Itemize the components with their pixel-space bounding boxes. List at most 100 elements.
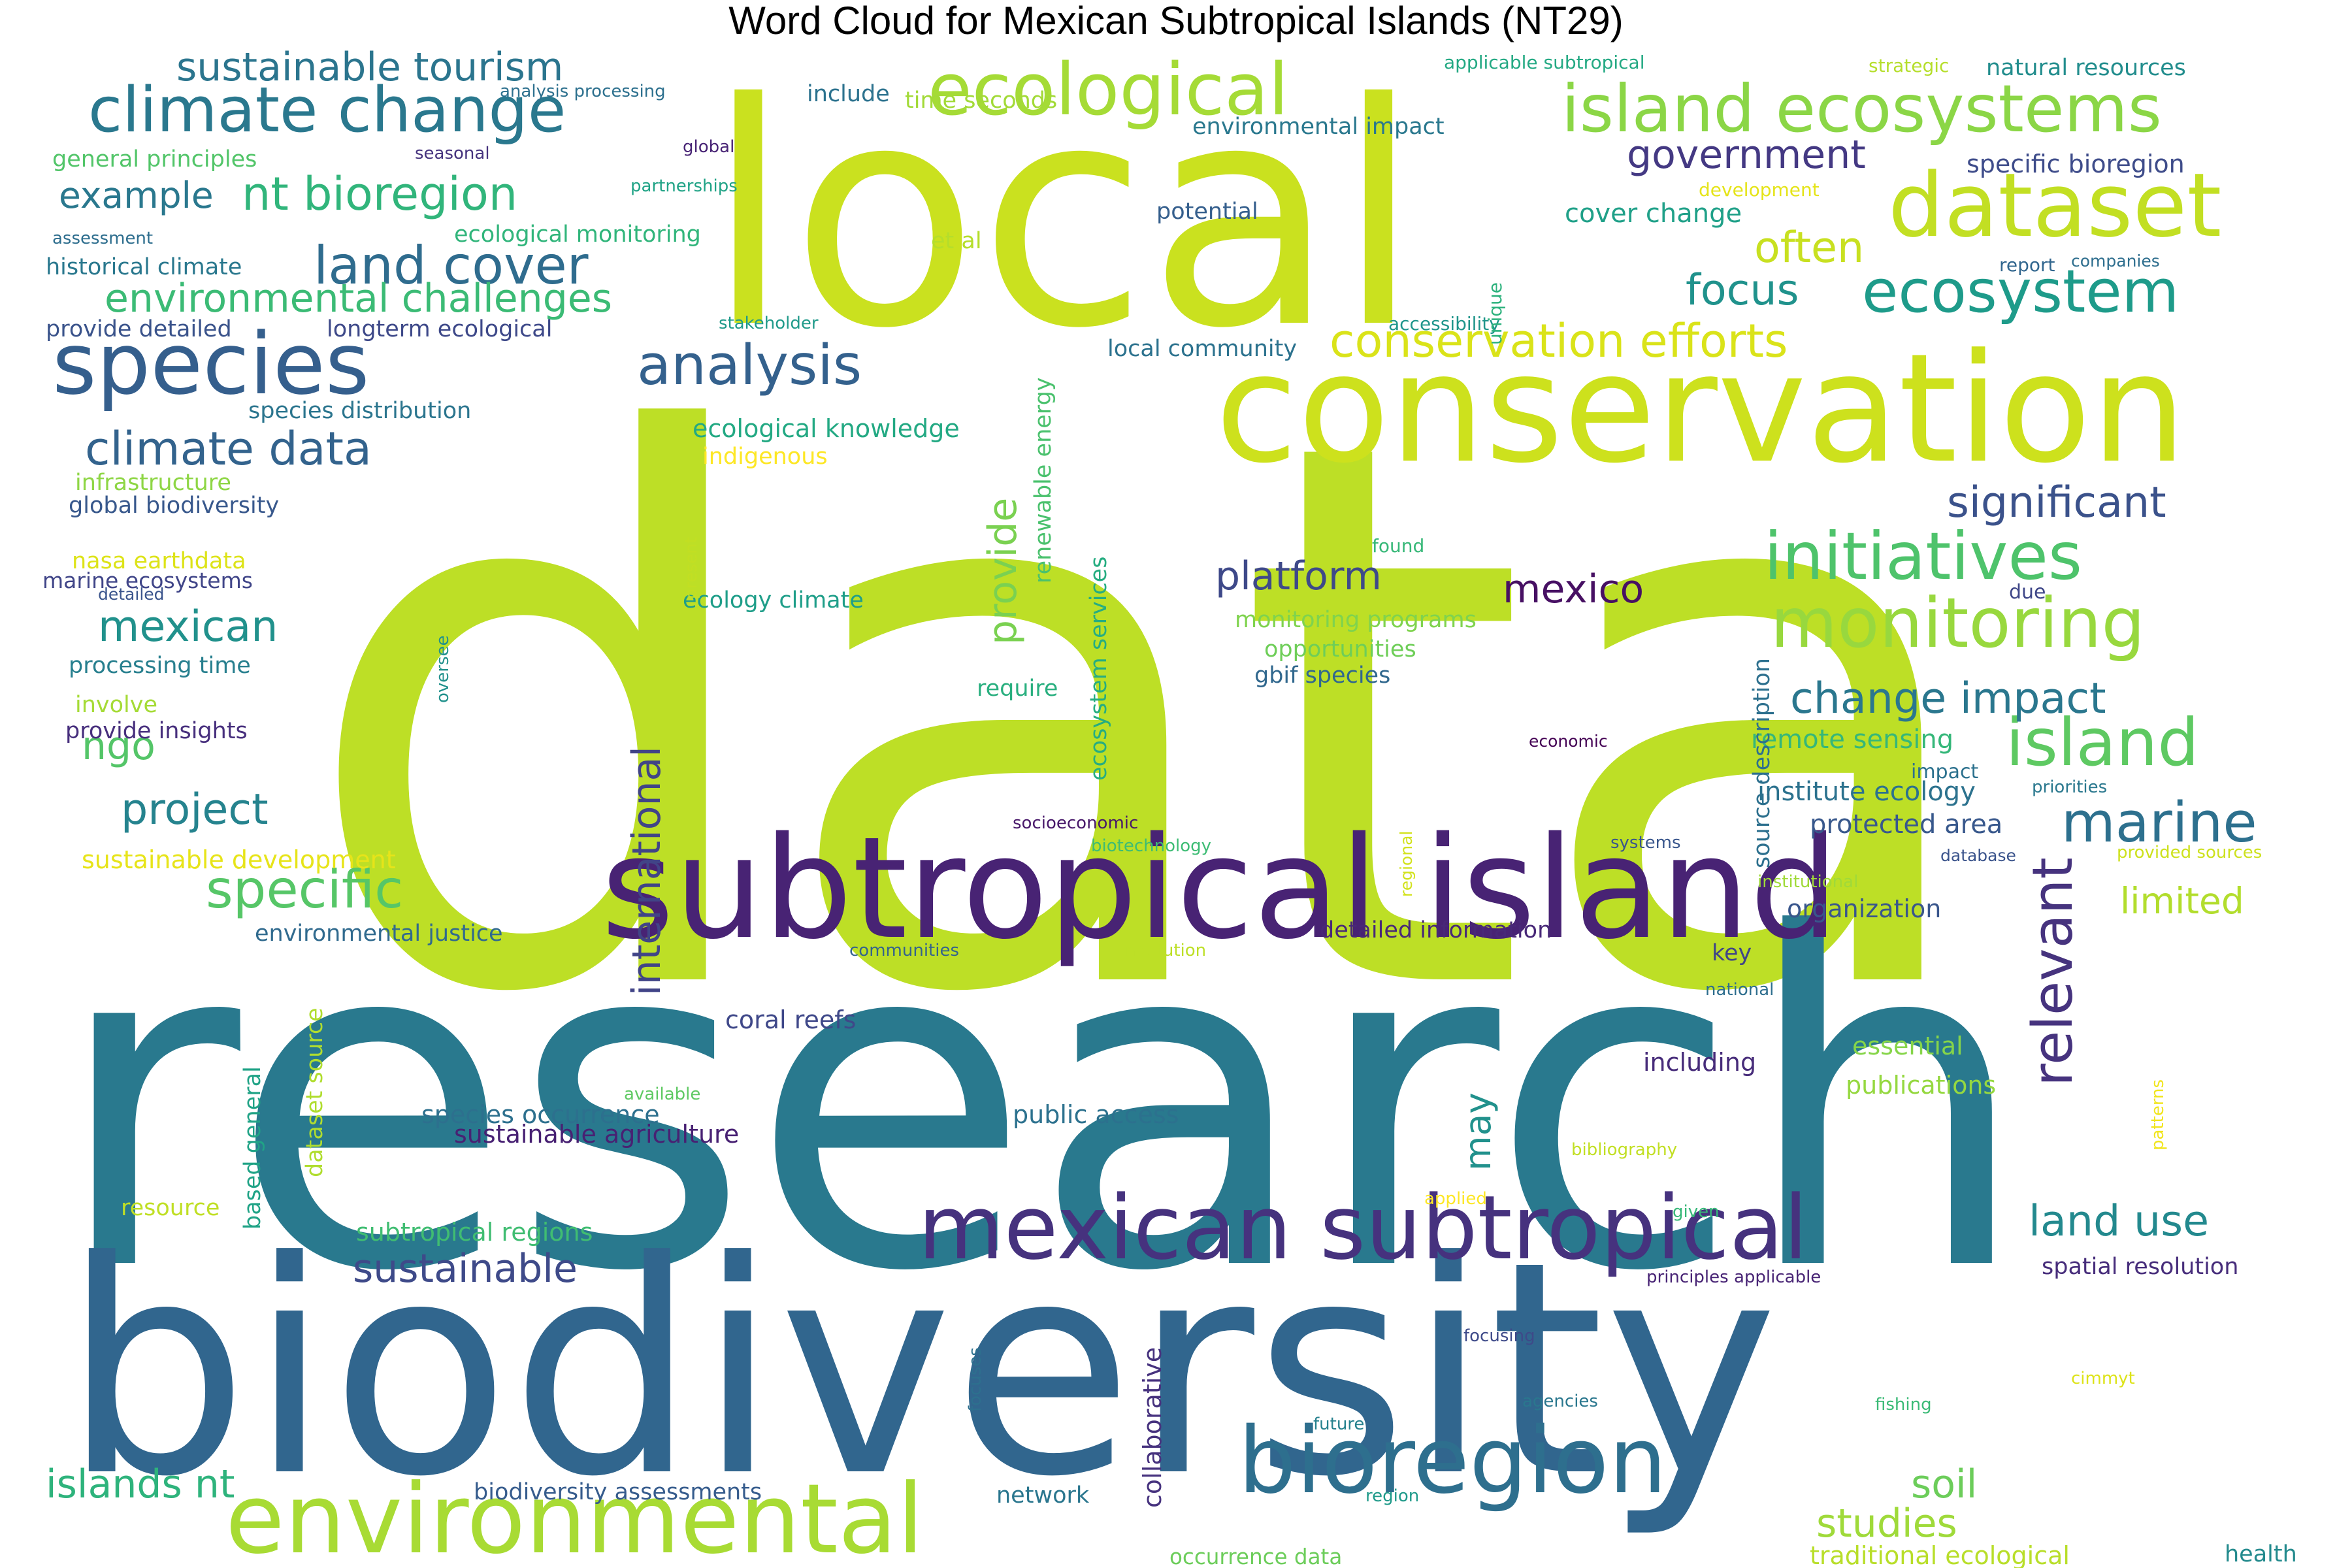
word-communities: communities bbox=[849, 941, 959, 960]
word-renewable-energy: renewable energy bbox=[1030, 377, 1056, 583]
word-provide-detailed: provide detailed bbox=[46, 316, 232, 342]
word-institution: institution bbox=[1120, 941, 1207, 960]
word-et-al: et al bbox=[931, 228, 982, 254]
word-protected-area: protected area bbox=[1810, 809, 2003, 840]
word-subtropical-regions: subtropical regions bbox=[356, 1218, 593, 1247]
word-specific-bioregion: specific bioregion bbox=[1967, 150, 2185, 178]
word-studies: studies bbox=[1816, 1501, 1957, 1546]
word-natural-resources: natural resources bbox=[1986, 55, 2186, 81]
word-traditional-ecological: traditional ecological bbox=[1810, 1541, 2070, 1568]
word-systems: systems bbox=[1610, 833, 1681, 853]
word-involve: involve bbox=[75, 692, 158, 718]
word-seasonal: seasonal bbox=[415, 144, 490, 163]
word-significant: significant bbox=[1947, 478, 2166, 527]
word-biodiversity-assessments: biodiversity assessments bbox=[474, 1479, 762, 1505]
word-essential: essential bbox=[1852, 1032, 1963, 1060]
word-stakeholder: stakeholder bbox=[719, 314, 819, 333]
word-provide: provide bbox=[980, 498, 1026, 645]
word-specific: specific bbox=[206, 859, 404, 920]
word-sustainable: sustainable bbox=[353, 1246, 578, 1292]
word-organization: organization bbox=[1787, 894, 1942, 923]
word-unique: unique bbox=[1484, 282, 1506, 346]
word-sustainable-agriculture: sustainable agriculture bbox=[454, 1120, 740, 1149]
word-research: research bbox=[52, 839, 2031, 1371]
word-conservation: conservation bbox=[1215, 322, 2187, 497]
word-ecology-climate: ecology climate bbox=[683, 587, 864, 613]
word-focus: focus bbox=[1686, 266, 1799, 315]
word-coral-reefs: coral reefs bbox=[725, 1005, 857, 1034]
word-remote-sensing: remote sensing bbox=[1751, 725, 1954, 755]
figure-title: Word Cloud for Mexican Subtropical Islan… bbox=[728, 0, 1624, 42]
word-resource: resource bbox=[121, 1195, 220, 1221]
word-international: international bbox=[624, 746, 670, 996]
word-based-general: based general bbox=[240, 1066, 266, 1230]
word-local: local bbox=[706, 47, 1422, 395]
word-land-use: land use bbox=[2029, 1197, 2210, 1246]
word-environmental-impact: environmental impact bbox=[1192, 114, 1445, 140]
word-cimmyt: cimmyt bbox=[2071, 1369, 2135, 1388]
word-oversee: oversee bbox=[433, 635, 453, 703]
word-analysis: analysis bbox=[637, 333, 862, 398]
word-may: may bbox=[1457, 1092, 1499, 1171]
word-key: key bbox=[1712, 940, 1752, 966]
word-mexican-subtropical: mexican subtropical bbox=[918, 1177, 1808, 1279]
word-processing-time: processing time bbox=[69, 653, 251, 679]
word-infrastructure: infrastructure bbox=[75, 470, 231, 496]
word-species: species bbox=[52, 314, 370, 414]
word-cloud: data research local biodiversity conservatio… bbox=[0, 47, 2352, 1568]
word-health: health bbox=[2225, 1541, 2297, 1567]
word-collaborative: collaborative bbox=[1138, 1347, 1167, 1509]
word-detailed-information: detailed information bbox=[1320, 917, 1552, 943]
word-bioregion: bioregion bbox=[1238, 1408, 1667, 1514]
word-nasa-earthdata: nasa earthdata bbox=[72, 548, 246, 574]
word-climate-data: climate data bbox=[85, 422, 372, 476]
word-patterns: patterns bbox=[2148, 1079, 2168, 1151]
word-present: present bbox=[681, 537, 700, 600]
word-regional: regional bbox=[1397, 831, 1416, 898]
word-environmental: environmental bbox=[225, 1463, 924, 1568]
word-islands-nt: islands nt bbox=[46, 1462, 235, 1507]
word-island: island bbox=[2006, 704, 2199, 781]
word-ecosystem-services: ecosystem services bbox=[1086, 557, 1112, 781]
word-priorities: priorities bbox=[2032, 777, 2108, 797]
word-provided-sources: provided sources bbox=[2117, 843, 2262, 862]
word-future: future bbox=[1313, 1414, 1365, 1434]
word-conservation-efforts: conservation efforts bbox=[1330, 314, 1788, 368]
word-region: region bbox=[1365, 1486, 1420, 1506]
word-network: network bbox=[996, 1482, 1090, 1509]
word-impact: impact bbox=[1911, 760, 1979, 783]
word-change-impact: change impact bbox=[1790, 674, 2106, 723]
word-subtropical-island: subtropical island bbox=[601, 806, 1839, 970]
word-environmental-justice: environmental justice bbox=[255, 921, 503, 947]
word-relevant: relevant bbox=[2021, 857, 2085, 1086]
word-including: including bbox=[1643, 1048, 1757, 1077]
word-island-ecosystems: island ecosystems bbox=[1561, 71, 2162, 147]
word-global-biodiversity: global biodiversity bbox=[69, 493, 280, 519]
word-dataset-source: dataset source bbox=[302, 1007, 328, 1177]
word-source-description: source description bbox=[1749, 658, 1775, 868]
word-mexico: mexico bbox=[1503, 566, 1644, 612]
word-applied: applied bbox=[1424, 1189, 1487, 1209]
word-ecosystem: ecosystem bbox=[1862, 257, 2180, 326]
word-found: found bbox=[1372, 535, 1425, 557]
word-global: global bbox=[683, 137, 735, 157]
word-focusing: focusing bbox=[1463, 1326, 1535, 1346]
word-sustainable-tourism: sustainable tourism bbox=[176, 47, 564, 90]
word-initiatives: initiatives bbox=[1764, 518, 2083, 595]
word-species-occurrence: species occurrence bbox=[421, 1100, 660, 1129]
word-development: development bbox=[1699, 179, 1820, 201]
word-fishing: fishing bbox=[1875, 1395, 1932, 1414]
word-due: due bbox=[2009, 581, 2046, 604]
word-given: given bbox=[1673, 1202, 1720, 1222]
word-detailed: detailed bbox=[98, 585, 165, 604]
word-strategic: strategic bbox=[1869, 55, 1950, 76]
word-focuses: focuses bbox=[966, 1347, 985, 1412]
word-include: include bbox=[807, 81, 890, 107]
word-ecological-knowledge: ecological knowledge bbox=[693, 414, 960, 443]
word-national: national bbox=[1705, 980, 1774, 1000]
word-provide-insights: provide insights bbox=[65, 718, 248, 744]
word-marine: marine bbox=[2061, 791, 2257, 855]
word-available: available bbox=[624, 1085, 701, 1104]
word-general-principles: general principles bbox=[52, 146, 257, 172]
word-occurrence-data: occurrence data bbox=[1169, 1544, 1343, 1568]
